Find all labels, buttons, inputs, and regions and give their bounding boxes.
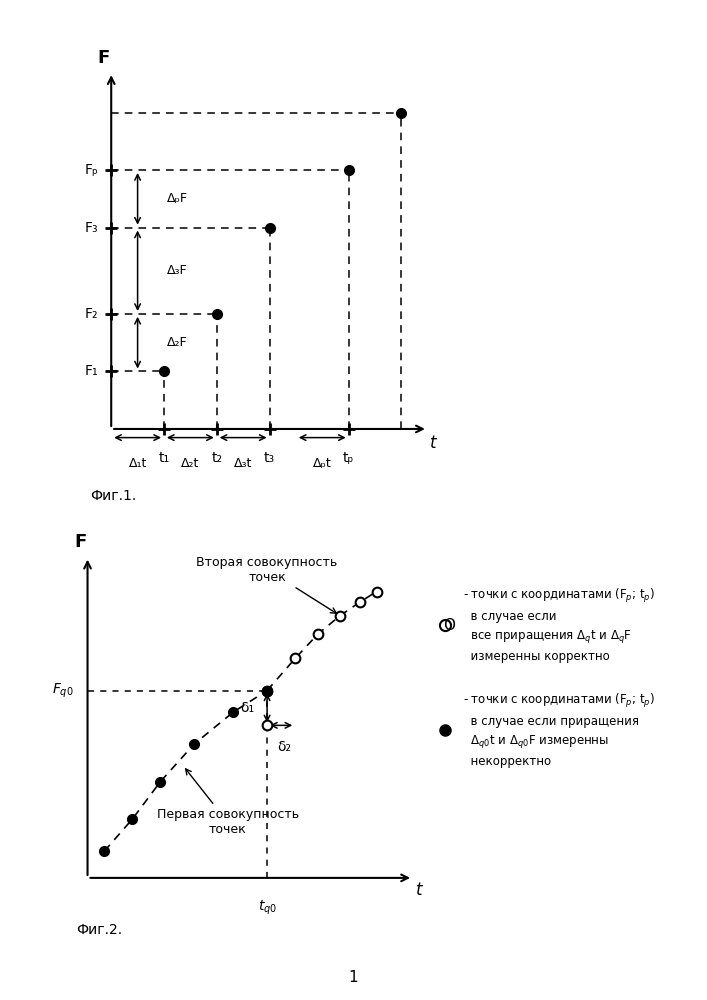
Text: t₁: t₁ <box>158 451 170 465</box>
Text: Δ₂t: Δ₂t <box>181 457 199 470</box>
Text: F₂: F₂ <box>85 307 98 321</box>
Text: t₂: t₂ <box>211 451 222 465</box>
Text: Δ₃F: Δ₃F <box>167 264 187 277</box>
Text: F₁: F₁ <box>84 364 98 378</box>
Text: t: t <box>416 881 422 899</box>
Text: Первая совокупность
точек: Первая совокупность точек <box>157 769 299 836</box>
Text: δ₂: δ₂ <box>277 740 291 754</box>
Text: 1: 1 <box>349 970 358 986</box>
Text: Δ₁t: Δ₁t <box>129 457 147 470</box>
Text: tₚ: tₚ <box>343 451 354 465</box>
Text: Fₚ: Fₚ <box>84 163 98 177</box>
Text: $F_{q0}$: $F_{q0}$ <box>52 681 74 700</box>
Text: Δₚt: Δₚt <box>313 457 332 470</box>
Text: Вторая совокупность
точек: Вторая совокупность точек <box>197 556 338 613</box>
Text: Фиг.1.: Фиг.1. <box>90 489 136 503</box>
Text: Δ₃t: Δ₃t <box>234 457 252 470</box>
Text: F: F <box>97 49 110 67</box>
Text: - точки с координатами (F$_p$; t$_p$)
  в случае если
  все приращения $\Delta_q: - точки с координатами (F$_p$; t$_p$) в … <box>463 587 655 663</box>
Text: F: F <box>75 533 87 551</box>
Text: t₃: t₃ <box>264 451 275 465</box>
Text: F₃: F₃ <box>84 221 98 235</box>
Text: O: O <box>443 617 455 633</box>
Text: $t_{q0}$: $t_{q0}$ <box>257 898 276 917</box>
Text: δ₁: δ₁ <box>240 701 255 715</box>
Text: Фиг.2.: Фиг.2. <box>76 923 122 937</box>
Text: - точки с координатами (F$_p$; t$_p$)
  в случае если приращения
  $\Delta_{q0}$: - точки с координатами (F$_p$; t$_p$) в … <box>463 692 655 768</box>
Text: ΔₚF: ΔₚF <box>167 192 187 205</box>
Text: Δ₂F: Δ₂F <box>167 336 187 349</box>
Text: t: t <box>431 434 437 452</box>
